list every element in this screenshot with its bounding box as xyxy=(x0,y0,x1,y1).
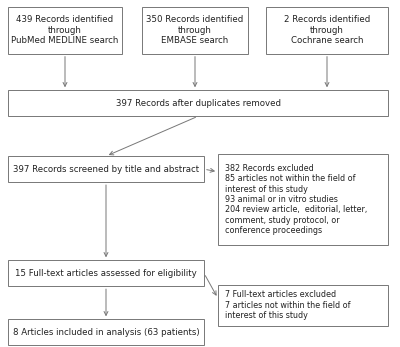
Text: 439 Records identified
through
PubMed MEDLINE search: 439 Records identified through PubMed ME… xyxy=(11,16,119,45)
Text: 397 Records screened by title and abstract: 397 Records screened by title and abstra… xyxy=(13,165,199,174)
Text: 350 Records identified
through
EMBASE search: 350 Records identified through EMBASE se… xyxy=(146,16,244,45)
FancyBboxPatch shape xyxy=(218,285,388,326)
FancyBboxPatch shape xyxy=(8,90,388,116)
FancyBboxPatch shape xyxy=(8,156,204,182)
Text: 7 Full-text articles excluded
7 articles not within the field of
interest of thi: 7 Full-text articles excluded 7 articles… xyxy=(225,290,351,320)
FancyBboxPatch shape xyxy=(8,319,204,345)
Text: 397 Records after duplicates removed: 397 Records after duplicates removed xyxy=(116,99,280,108)
Text: 15 Full-text articles assessed for eligibility: 15 Full-text articles assessed for eligi… xyxy=(15,269,197,278)
FancyBboxPatch shape xyxy=(8,260,204,286)
FancyBboxPatch shape xyxy=(8,7,122,54)
FancyBboxPatch shape xyxy=(142,7,248,54)
Text: 382 Records excluded
85 articles not within the field of
interest of this study
: 382 Records excluded 85 articles not wit… xyxy=(225,164,368,235)
FancyBboxPatch shape xyxy=(218,154,388,245)
Text: 2 Records identified
through
Cochrane search: 2 Records identified through Cochrane se… xyxy=(284,16,370,45)
Text: 8 Articles included in analysis (63 patients): 8 Articles included in analysis (63 pati… xyxy=(13,328,199,337)
FancyBboxPatch shape xyxy=(266,7,388,54)
